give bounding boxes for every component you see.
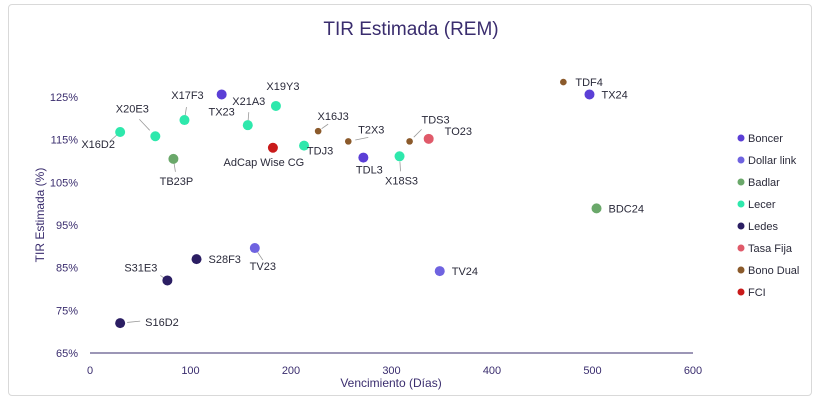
point-s16d2 [115,318,126,329]
legend-marker-fci [737,288,745,296]
leader-line [173,163,176,172]
label-s31e3: S31E3 [124,262,157,274]
legend-item-ledes[interactable]: Ledes [748,221,778,233]
y-tick-label: 125% [50,92,78,104]
label-tdf4: TDF4 [575,77,603,89]
point-t2x3 [344,138,352,145]
point-tx23 [216,89,227,100]
label-tx23: TX23 [209,106,235,118]
point-to23 [423,133,434,144]
label-adcap-wise-cg: AdCap Wise CG [224,157,305,169]
data-points [115,78,602,329]
legend-marker-dollar-link [737,156,745,164]
legend-item-tasa-fija[interactable]: Tasa Fija [748,243,793,255]
leader-line [184,106,187,116]
leader-line [139,118,151,131]
label-x21a3: X21A3 [232,96,265,108]
point-s31e3 [162,275,173,286]
legend-marker-lecer [737,200,745,208]
label-x19y3: X19Y3 [266,81,299,93]
point-x21a3 [242,120,253,131]
y-tick-label: 75% [56,305,78,317]
y-tick-label: 65% [56,348,78,360]
x-tick-label: 0 [87,365,93,377]
point-x16j3 [314,127,322,135]
label-tb23p: TB23P [160,176,194,188]
point-tdj3 [299,140,310,151]
x-tick-label: 100 [181,365,199,377]
legend-item-lecer[interactable]: Lecer [748,199,776,211]
legend-marker-tasa-fija [737,244,745,252]
legend-marker-boncer [737,134,745,142]
point-tv24 [434,266,445,277]
label-x16j3: X16J3 [318,111,349,123]
label-x16d2: X16D2 [81,139,115,151]
leader-line [399,161,401,172]
label-tx24: TX24 [601,89,627,101]
leader-line [321,123,329,130]
y-ticks: 65% 75% 85% 95% 105% 115% 125% [50,92,78,360]
label-bdc24: BDC24 [609,203,644,215]
x-tick-label: 200 [282,365,300,377]
point-tx24 [584,89,595,100]
point-x17f3 [179,115,190,126]
label-s28f3: S28F3 [209,254,241,266]
leader-line [247,112,250,121]
x-axis-title: Vencimiento (Días) [340,376,441,390]
y-tick-label: 115% [51,135,79,147]
point-labels: TX23 TX24 TDL3 TV23 TV24 TB23P BDC24 X16D2 X20E3… [81,77,644,329]
label-tdj3: TDJ3 [307,146,333,158]
chart-title: TIR Estimada (REM) [323,19,498,40]
label-t2x3: T2X3 [358,124,384,136]
y-tick-label: 95% [56,220,78,232]
legend-item-fci[interactable]: FCI [748,287,766,299]
leader-line [109,134,117,142]
y-tick-label: 105% [50,177,78,189]
leader-line [355,136,369,141]
legend-item-boncer[interactable]: Boncer [748,133,783,145]
point-s28f3 [191,254,202,265]
point-tb23p [168,153,179,164]
legend-item-badlar[interactable]: Badlar [748,177,780,189]
point-bdc24 [591,203,602,214]
legend-item-dollar-link[interactable]: Dollar link [748,155,797,167]
label-x18s3: X18S3 [385,175,418,187]
label-tv24: TV24 [452,266,478,278]
leader-line [413,129,422,138]
label-x20e3: X20E3 [116,103,149,115]
x-tick-label: 400 [483,365,501,377]
legend-marker-bono-dual [737,266,745,274]
point-x16d2 [115,126,126,137]
point-x19y3 [270,100,281,111]
label-to23: TO23 [445,126,472,138]
point-x18s3 [394,151,405,162]
point-x20e3 [150,131,161,142]
point-adcap-wise-cg [267,142,278,153]
label-tdl3: TDL3 [356,165,383,177]
legend-marker-ledes [737,222,745,230]
x-tick-label: 300 [382,365,400,377]
x-tick-label: 500 [583,365,601,377]
legend: Boncer Dollar link Badlar Lecer Ledes Tasa Fi… [737,133,799,299]
point-tv23 [249,243,260,254]
point-tds3 [406,138,413,145]
y-axis-title: TIR Estimada (%) [33,168,47,263]
x-tick-label: 600 [684,365,702,377]
leader-line [257,252,264,261]
label-x17f3: X17F3 [171,90,203,102]
point-tdl3 [358,152,369,163]
x-ticks: 0 100 200 300 400 500 600 [87,365,702,377]
legend-item-bono-dual[interactable]: Bono Dual [748,265,799,277]
legend-marker-badlar [737,178,745,186]
leader-line [127,320,141,323]
chart-frame [8,4,812,396]
point-tdf4 [560,78,567,86]
label-s16d2: S16D2 [145,317,179,329]
label-tds3: TDS3 [422,114,450,126]
y-tick-label: 85% [56,263,78,275]
label-tv23: TV23 [250,261,276,273]
